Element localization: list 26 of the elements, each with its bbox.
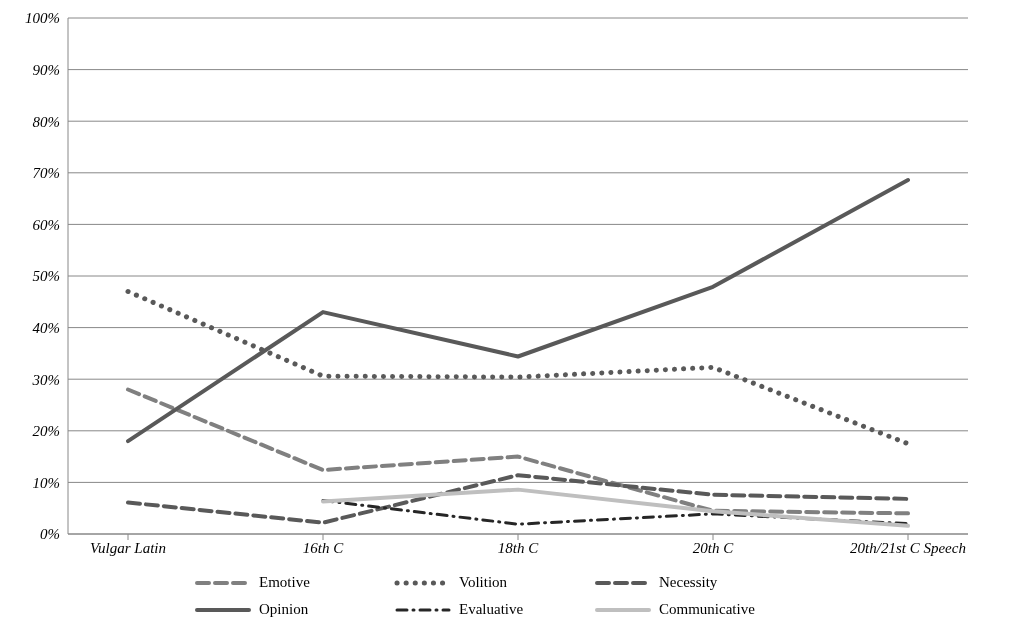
legend-label: Emotive [259,574,310,591]
legend-label: Evaluative [459,601,524,618]
x-tick-label: 20th C [692,539,735,556]
y-tick-label: 30% [31,371,60,388]
y-tick-label: 10% [32,474,60,491]
y-tick-label: 50% [32,268,60,285]
line-series [126,473,910,525]
y-tick-label: 70% [32,165,60,182]
y-tick-label: 20% [32,423,60,440]
line-series [321,487,910,528]
legend-label: Volition [459,574,508,591]
y-tick-label: 0% [40,526,60,543]
legend-label: Communicative [659,601,755,618]
line-series [321,498,910,526]
y-tick-label: 40% [32,319,60,336]
y-tick-label: 100% [25,10,60,27]
legend-label: Necessity [659,574,718,591]
line-series [126,178,910,444]
y-tick-label: 60% [32,216,60,233]
x-tick-label: 20th/21st C Speech [850,539,966,556]
x-tick-label: 16th C [302,539,345,556]
legend-label: Opinion [259,601,309,618]
y-tick-label: 90% [32,61,60,78]
x-tick-label: Vulgar Latin [90,539,166,556]
x-tick-label: 18th C [497,539,540,556]
y-tick-label: 80% [32,113,60,130]
